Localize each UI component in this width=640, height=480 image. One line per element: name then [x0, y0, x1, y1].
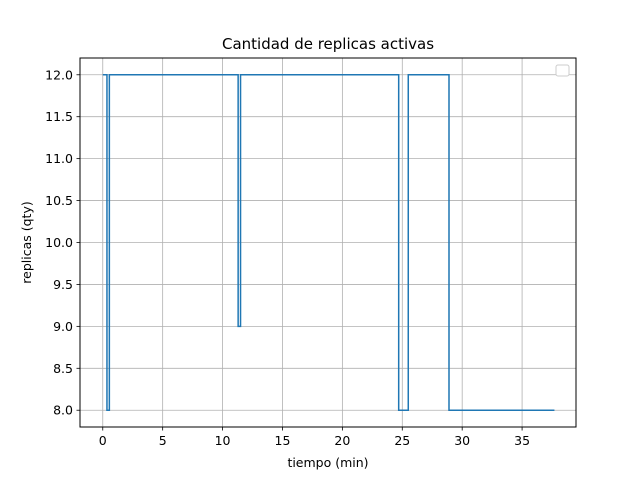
x-tick-label: 20	[334, 433, 350, 448]
series-group	[102, 74, 555, 411]
y-tick-label: 10.5	[45, 193, 73, 208]
y-tick-label: 9.5	[53, 277, 73, 292]
legend-box	[555, 64, 570, 77]
x-axis-label: tiempo (min)	[287, 455, 368, 470]
y-tick-label: 8.5	[53, 361, 73, 376]
x-tick-label: 35	[514, 433, 530, 448]
y-tick-label: 11.0	[45, 151, 73, 166]
x-tick-label: 0	[99, 433, 107, 448]
y-tick-label: 11.5	[45, 109, 73, 124]
y-tick-label: 9.0	[53, 319, 73, 334]
series-line-0	[102, 74, 555, 411]
y-tick-label: 10.0	[45, 235, 73, 250]
y-axis-label: replicas (qty)	[19, 201, 34, 283]
x-tick-label: 15	[275, 433, 291, 448]
y-axis: 8.0 8.5 9.0 9.5 10.0 10.5 11.0 11.5 12.0	[45, 67, 80, 418]
x-tick-label: 5	[159, 433, 167, 448]
x-tick-label: 30	[454, 433, 470, 448]
x-tick-label: 10	[215, 433, 231, 448]
x-tick-label: 25	[394, 433, 410, 448]
chart-title: Cantidad de replicas activas	[222, 35, 434, 53]
y-tick-label: 12.0	[45, 67, 73, 82]
x-axis: 0 5 10 15 20 25 30 35	[99, 427, 530, 448]
y-tick-label: 8.0	[53, 403, 73, 418]
